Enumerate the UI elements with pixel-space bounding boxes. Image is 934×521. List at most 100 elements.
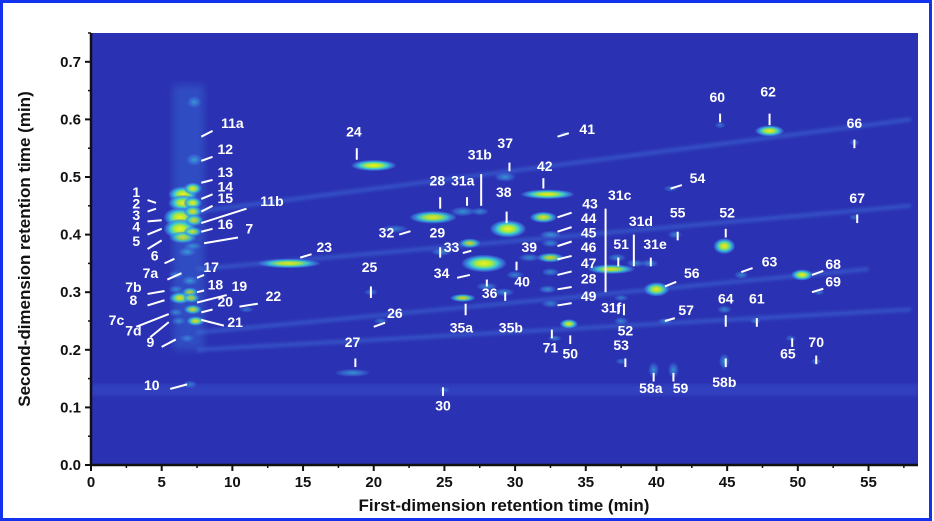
peak-label-52: 52 [618, 322, 634, 338]
leader-line [164, 257, 175, 265]
leader-line [557, 211, 572, 219]
peak-64 [716, 305, 732, 314]
leader-line [456, 273, 471, 279]
y-tick-label: 0.7 [60, 54, 81, 71]
peak-52 [613, 316, 629, 326]
peak-label-65: 65 [780, 345, 796, 361]
peak-39 [518, 253, 541, 262]
peak-label-64: 64 [718, 291, 734, 307]
peak-49 [541, 299, 560, 308]
peak-31c [587, 264, 636, 274]
peak-label-31b: 31b [468, 147, 492, 163]
peak-31a [449, 206, 476, 217]
peak-label-34: 34 [434, 265, 450, 281]
peak-label-13: 13 [218, 164, 234, 180]
peak-label-51: 51 [613, 236, 629, 252]
peak-33 [458, 238, 481, 249]
leader-line [557, 254, 572, 261]
peak-label-49: 49 [581, 288, 597, 304]
leader-line [147, 239, 163, 250]
peak-label-35a: 35a [450, 320, 474, 336]
baseline-bleed [91, 384, 918, 396]
leader-line [147, 299, 165, 307]
peak-label-22: 22 [266, 288, 282, 304]
peak-label-55: 55 [670, 204, 686, 220]
peak-label-37: 37 [497, 135, 513, 151]
peak-34 [461, 254, 507, 273]
peak-label-10: 10 [144, 377, 160, 393]
peak-label-11b: 11b [260, 193, 283, 209]
peak-58b [718, 353, 730, 370]
y-tick-label: 0.3 [60, 284, 81, 301]
peak-label-44: 44 [581, 210, 597, 226]
peak-27 [334, 368, 371, 377]
peak-label-38: 38 [496, 184, 512, 200]
peak-7c [168, 308, 184, 317]
x-tick-label: 55 [860, 474, 877, 491]
peak-31d [626, 259, 645, 268]
leader-line [161, 338, 177, 348]
peak-11b [185, 214, 204, 227]
peak-24 [350, 159, 397, 172]
leader-line [201, 318, 225, 327]
peak-23 [256, 258, 322, 269]
peak-12 [185, 153, 203, 166]
peak-56 [643, 282, 670, 297]
peak-label-31e: 31e [643, 236, 667, 252]
peak-label-7b: 7b [125, 279, 141, 295]
peak-label-35b: 35b [499, 320, 523, 336]
peak-label-58b: 58b [712, 374, 736, 390]
peak-62 [754, 125, 785, 137]
peak-31b [470, 207, 489, 216]
peak-22 [239, 306, 254, 313]
peak-label-20: 20 [218, 294, 234, 310]
peak-label-41: 41 [579, 121, 595, 137]
peak-label-7c: 7c [109, 312, 125, 328]
x-axis-title: First-dimension retention time (min) [359, 496, 650, 515]
peak-label-23: 23 [316, 239, 332, 255]
peak-52 [713, 238, 736, 255]
y-tick-label: 0.4 [60, 227, 82, 244]
leader-line [147, 199, 157, 204]
peak-label-67: 67 [849, 190, 865, 206]
peak-46 [536, 252, 565, 263]
peak-label-71: 71 [543, 340, 559, 356]
leader-line [811, 269, 824, 276]
peak-51 [607, 253, 627, 262]
leader-line [740, 267, 753, 273]
x-tick-label: 25 [436, 474, 453, 491]
peak-label-9: 9 [146, 334, 154, 350]
peak-label-58a: 58a [639, 380, 663, 396]
y-tick-label: 0.2 [60, 342, 81, 359]
leader-line [239, 302, 258, 308]
peak-35b [492, 288, 515, 297]
leader-line [201, 308, 213, 314]
bleed-band [196, 117, 912, 214]
peak-9 [179, 334, 195, 343]
peak-label-62: 62 [760, 83, 776, 99]
leader-line [398, 230, 411, 236]
peak-label-53: 53 [613, 337, 629, 353]
peak-label-29: 29 [430, 224, 446, 240]
x-tick-label: 15 [295, 474, 312, 491]
leader-line [557, 226, 572, 233]
x-tick-label: 10 [224, 474, 241, 491]
peak-label-46: 46 [581, 239, 597, 255]
leader-line [147, 227, 163, 236]
leader-line [811, 287, 824, 294]
peak-label-30: 30 [435, 397, 451, 413]
peak-label-7a: 7a [143, 265, 159, 281]
peak-label-70: 70 [808, 334, 824, 350]
y-tick-label: 0.5 [60, 169, 81, 186]
peak-61 [749, 317, 761, 325]
peak-label-57: 57 [678, 302, 694, 318]
leader-line [299, 253, 312, 259]
peak-label-24: 24 [346, 124, 362, 140]
leader-line [664, 280, 677, 288]
leader-line [462, 249, 472, 254]
peak-68 [791, 269, 814, 281]
peak-label-1: 1 [132, 184, 140, 200]
peak-58a [648, 361, 660, 379]
peak-label-69: 69 [825, 273, 841, 289]
